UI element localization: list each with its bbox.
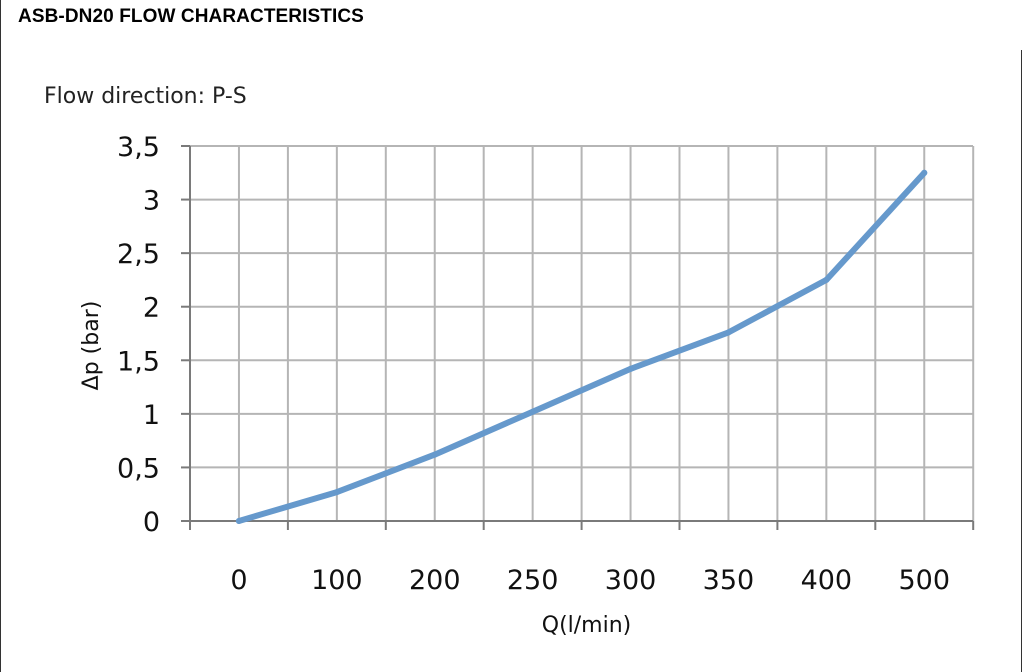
chart-title: ASB-DN20 FLOW CHARACTERISTICS	[18, 6, 364, 27]
data-point	[627, 365, 634, 372]
x-tick-labels: 0 100 200 250 300 350 400 500	[230, 565, 950, 596]
data-point	[235, 518, 242, 524]
y-tick-label: 1	[143, 400, 160, 431]
data-point	[333, 489, 340, 496]
y-tick-label: 3	[143, 186, 160, 217]
x-tick-label: 350	[703, 565, 755, 596]
data-point	[529, 408, 536, 415]
series-line	[235, 169, 928, 524]
y-tick-label: 1,5	[117, 346, 160, 377]
data-point	[431, 451, 438, 458]
x-tick-label: 300	[605, 565, 657, 596]
x-axis-label: Q(l/min)	[542, 613, 632, 638]
axes	[181, 145, 975, 530]
x-tick-label: 200	[409, 565, 461, 596]
x-tick-label: 500	[898, 565, 950, 596]
y-tick-label: 0	[143, 507, 160, 538]
x-tick-label: 250	[507, 565, 559, 596]
y-tick-labels: 0 0,5 1 1,5 2 2,5 3 3,5	[117, 132, 160, 538]
data-point	[823, 276, 830, 283]
data-point	[725, 329, 732, 336]
left-border	[0, 0, 1, 672]
x-tick-label: 400	[801, 565, 853, 596]
series-layer	[235, 169, 928, 524]
y-axis-label: Δp (bar)	[79, 301, 104, 391]
x-tick-label: 100	[311, 565, 363, 596]
y-tick-label: 2,5	[117, 239, 160, 270]
y-tick-label: 0,5	[117, 453, 160, 484]
x-tick-label: 0	[230, 565, 247, 596]
grid	[189, 145, 975, 521]
chart-subtitle: Flow direction: P-S	[44, 84, 247, 109]
y-tick-label: 3,5	[117, 132, 160, 163]
y-tick-label: 2	[143, 293, 160, 324]
data-point	[921, 169, 928, 176]
